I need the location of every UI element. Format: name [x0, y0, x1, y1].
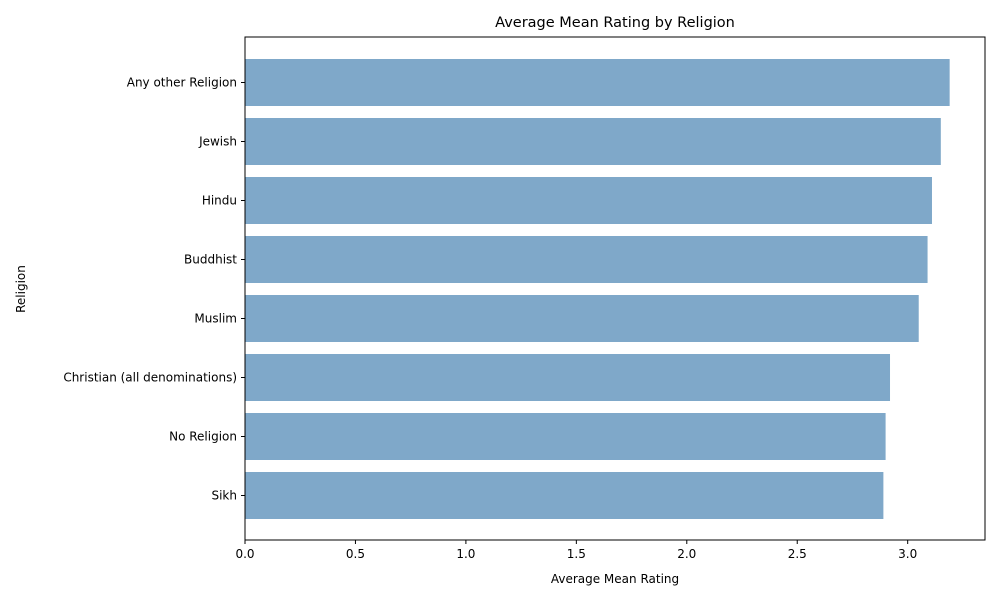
x-axis-ticks: 0.0 0.5 1.0 1.5 2.0 2.5 3.0 — [235, 540, 917, 561]
y-axis-ticks: Any other Religion Jewish Hindu Buddhist Mus… — [63, 76, 245, 503]
x-tick-label-0: 0.0 — [235, 547, 254, 561]
bar-1 — [245, 118, 941, 165]
bars-group — [245, 59, 950, 519]
y-axis-title: Religion — [14, 265, 28, 313]
y-tick-label-4: Muslim — [194, 312, 237, 326]
x-tick-label-5: 2.5 — [788, 547, 807, 561]
bar-0 — [245, 59, 950, 106]
x-axis-title: Average Mean Rating — [551, 572, 679, 586]
x-tick-label-2: 1.0 — [456, 547, 475, 561]
y-tick-label-6: No Religion — [169, 430, 237, 444]
y-tick-label-5: Christian (all denominations) — [63, 371, 237, 385]
y-tick-label-0: Any other Religion — [127, 76, 237, 90]
bar-3 — [245, 236, 928, 283]
chart-title: Average Mean Rating by Religion — [495, 15, 735, 31]
bar-4 — [245, 295, 919, 342]
x-tick-label-1: 0.5 — [346, 547, 365, 561]
bar-2 — [245, 177, 932, 224]
y-tick-label-1: Jewish — [198, 135, 237, 149]
bar-5 — [245, 354, 891, 401]
x-tick-label-3: 1.5 — [567, 547, 586, 561]
bar-7 — [245, 472, 884, 519]
y-tick-label-7: Sikh — [211, 489, 237, 503]
y-tick-label-3: Buddhist — [184, 253, 237, 267]
x-tick-label-4: 2.0 — [677, 547, 696, 561]
x-tick-label-6: 3.0 — [898, 547, 917, 561]
y-tick-label-2: Hindu — [202, 194, 237, 208]
bar-6 — [245, 413, 886, 460]
plot-frame — [244, 36, 986, 541]
